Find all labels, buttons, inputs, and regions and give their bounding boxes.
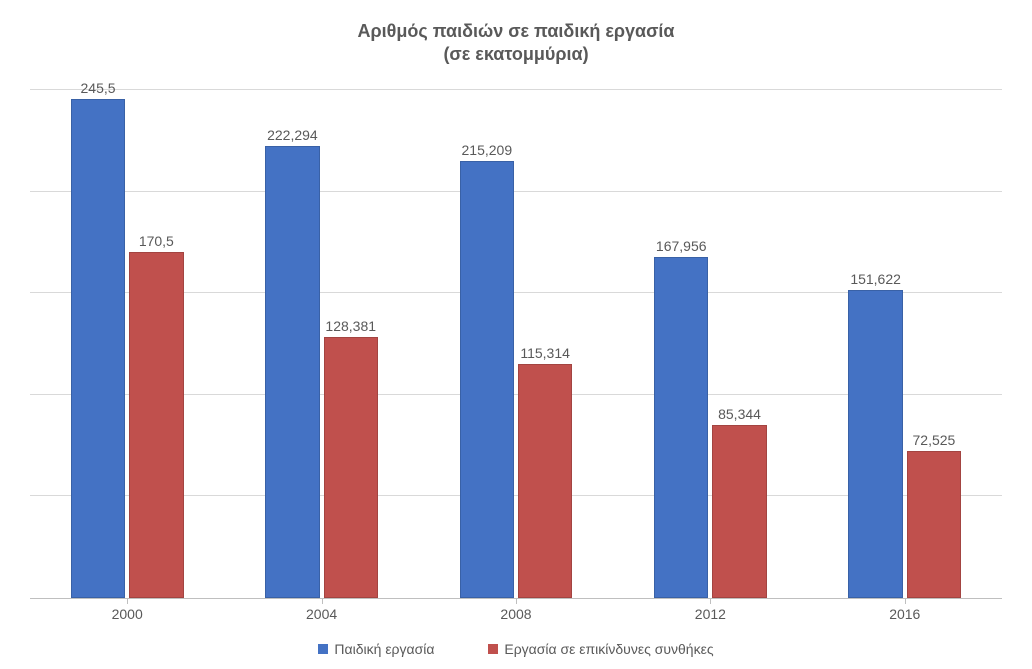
bar-value-label: 167,956 (639, 238, 723, 258)
bar-value-label: 85,344 (698, 406, 782, 426)
bar: 170,5 (129, 252, 183, 598)
bar-value-label: 151,622 (834, 271, 918, 291)
bar: 85,344 (712, 425, 766, 598)
x-axis-label: 2012 (613, 598, 807, 622)
x-axis-label: 2004 (224, 598, 418, 622)
bar-group: 245,5170,52000 (30, 90, 224, 598)
legend-item-1: Εργασία σε επικίνδυνες συνθήκες (488, 641, 713, 657)
x-axis-label: 2016 (808, 598, 1002, 622)
legend-swatch-0 (318, 644, 328, 654)
chart-title: Αριθμός παιδιών σε παιδική εργασία (σε ε… (0, 20, 1032, 67)
bar: 72,525 (907, 451, 961, 598)
x-axis-label: 2000 (30, 598, 224, 622)
x-axis-label: 2008 (419, 598, 613, 622)
title-line-1: Αριθμός παιδιών σε παιδική εργασία (357, 21, 674, 41)
bar: 167,956 (654, 257, 708, 598)
legend-swatch-1 (488, 644, 498, 654)
bar-value-label: 170,5 (114, 233, 198, 253)
bar: 115,314 (518, 364, 572, 598)
bar: 245,5 (71, 99, 125, 598)
bar-group: 167,95685,3442012 (613, 90, 807, 598)
bar-value-label: 115,314 (503, 345, 587, 365)
title-line-2: (σε εκατομμύρια) (443, 44, 588, 64)
plot-area: 245,5170,52000222,294128,3812004215,2091… (30, 90, 1002, 599)
bar-value-label: 72,525 (892, 432, 976, 452)
bar-group: 215,209115,3142008 (419, 90, 613, 598)
bar-value-label: 222,294 (250, 127, 334, 147)
bar-group: 222,294128,3812004 (224, 90, 418, 598)
bar-group: 151,62272,5252016 (808, 90, 1002, 598)
legend: Παιδική εργασία Εργασία σε επικίνδυνες σ… (0, 641, 1032, 657)
chart-container: Αριθμός παιδιών σε παιδική εργασία (σε ε… (0, 0, 1032, 669)
bar-value-label: 128,381 (309, 318, 393, 338)
bar-value-label: 215,209 (445, 142, 529, 162)
bar: 222,294 (265, 146, 319, 598)
legend-label-0: Παιδική εργασία (334, 641, 434, 657)
bar: 215,209 (460, 161, 514, 598)
legend-item-0: Παιδική εργασία (318, 641, 434, 657)
bar: 128,381 (324, 337, 378, 598)
legend-label-1: Εργασία σε επικίνδυνες συνθήκες (504, 641, 713, 657)
bar-value-label: 245,5 (56, 80, 140, 100)
